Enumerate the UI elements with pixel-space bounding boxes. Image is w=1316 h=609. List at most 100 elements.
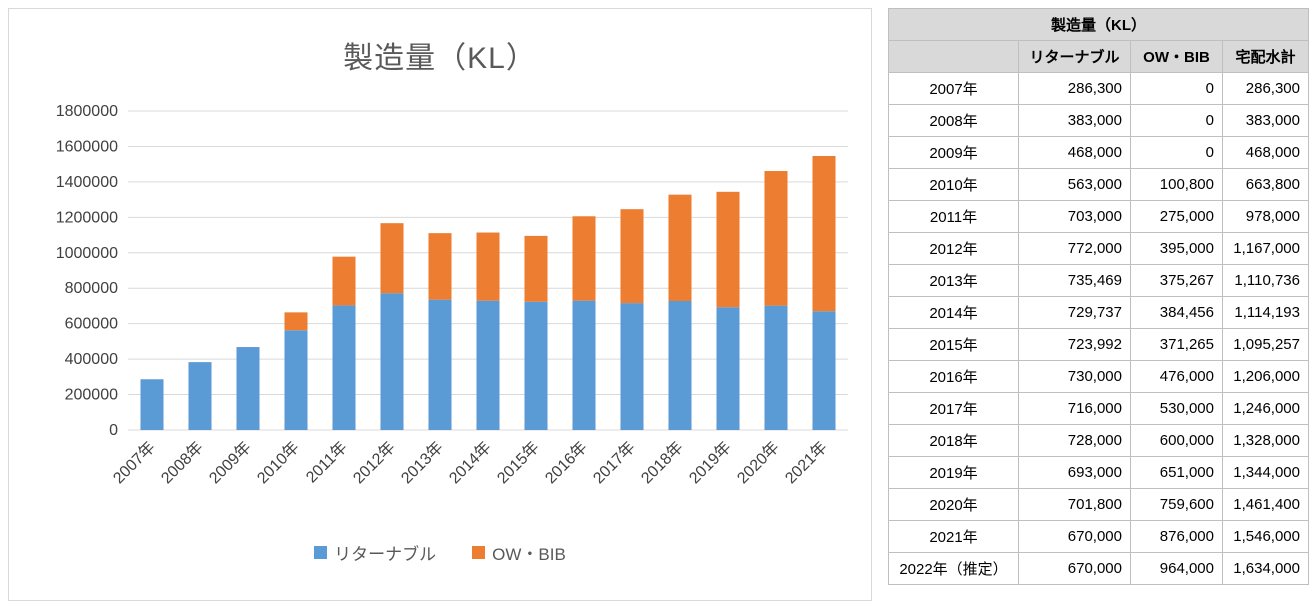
x-axis-tick: 2012年	[350, 438, 399, 487]
value-cell: 876,000	[1130, 520, 1223, 553]
value-cell: 286,300	[1222, 72, 1309, 105]
legend-item: OW・BIB	[472, 540, 566, 565]
x-axis-tick: 2021年	[782, 438, 831, 487]
bar-segment	[812, 156, 836, 312]
year-cell: 2008年	[888, 104, 1019, 137]
y-axis-tick: 1600000	[56, 138, 118, 155]
table-row: 2019年 693,000 651,000 1,344,000	[888, 456, 1309, 489]
value-cell: 468,000	[1222, 136, 1309, 169]
table-row: 2008年 383,000 0 383,000	[888, 104, 1309, 137]
table-row: 2011年 703,000 275,000 978,000	[888, 200, 1309, 233]
table-row: 2018年 728,000 600,000 1,328,000	[888, 424, 1309, 457]
bar-segment	[764, 305, 788, 430]
table-row: 2021年 670,000 876,000 1,546,000	[888, 520, 1309, 553]
value-cell: 275,000	[1130, 200, 1223, 233]
year-cell: 2020年	[888, 488, 1019, 521]
value-cell: 1,110,736	[1222, 264, 1309, 297]
table-row: 2017年 716,000 530,000 1,246,000	[888, 392, 1309, 425]
x-axis-tick: 2009年	[206, 438, 255, 487]
year-cell: 2007年	[888, 72, 1019, 105]
chart-title: 製造量（KL）	[343, 42, 537, 75]
x-axis-tick: 2011年	[302, 438, 350, 486]
y-axis-tick: 1400000	[56, 174, 118, 191]
y-axis-tick: 0	[109, 422, 118, 439]
y-axis-tick: 1800000	[56, 103, 118, 120]
y-axis-tick: 1000000	[56, 245, 118, 262]
value-cell: 371,265	[1130, 328, 1223, 361]
year-cell: 2019年	[888, 456, 1019, 489]
corner-header	[888, 40, 1019, 73]
year-cell: 2022年（推定）	[888, 552, 1019, 585]
y-axis-tick: 1200000	[56, 209, 118, 226]
legend-swatch-icon	[472, 546, 486, 559]
year-cell: 2017年	[888, 392, 1019, 425]
value-cell: 0	[1130, 136, 1223, 169]
x-axis-tick: 2008年	[158, 438, 207, 487]
bar-segment	[284, 330, 308, 430]
year-cell: 2009年	[888, 136, 1019, 169]
value-cell: 383,000	[1018, 104, 1131, 137]
bar-segment	[716, 191, 740, 308]
year-cell: 2021年	[888, 520, 1019, 553]
legend-swatch-icon	[314, 546, 328, 559]
legend-item: リターナブル	[314, 540, 436, 565]
table-row: 2007年 286,300 0 286,300	[888, 72, 1309, 105]
value-cell: 723,992	[1018, 328, 1131, 361]
table-row: 2015年 723,992 371,265 1,095,257	[888, 328, 1309, 361]
value-cell: 1,114,193	[1222, 296, 1309, 329]
value-cell: 964,000	[1130, 552, 1223, 585]
table-row: 2014年 729,737 384,456 1,114,193	[888, 296, 1309, 329]
data-table-panel: 製造量（KL） リターナブル OW・BIB 宅配水計 2007年 286,300 0 286…	[888, 8, 1309, 601]
year-cell: 2014年	[888, 296, 1019, 329]
stacked-bar-chart: 0 200000 400000 600000 800000 1000000 1200000 1…	[56, 103, 848, 487]
value-cell: 651,000	[1130, 456, 1223, 489]
value-cell: 1,328,000	[1222, 424, 1309, 457]
year-cell: 2011年	[888, 200, 1019, 233]
value-cell: 286,300	[1018, 72, 1131, 105]
value-cell: 670,000	[1018, 552, 1131, 585]
value-cell: 1,167,000	[1222, 232, 1309, 265]
value-cell: 563,000	[1018, 168, 1131, 201]
value-cell: 978,000	[1222, 200, 1309, 233]
value-cell: 0	[1130, 104, 1223, 137]
bar-segment	[620, 209, 644, 304]
table-row: 2009年 468,000 0 468,000	[888, 136, 1309, 169]
year-cell: 2013年	[888, 264, 1019, 297]
value-cell: 663,800	[1222, 168, 1309, 201]
table-title: 製造量（KL）	[888, 8, 1309, 41]
year-cell: 2016年	[888, 360, 1019, 393]
column-header: OW・BIB	[1130, 40, 1223, 73]
x-axis-tick: 2013年	[398, 438, 447, 487]
chart-legend: リターナブル OW・BIB	[9, 540, 871, 565]
year-cell: 2010年	[888, 168, 1019, 201]
data-table: 製造量（KL） リターナブル OW・BIB 宅配水計 2007年 286,300 0 286…	[888, 8, 1309, 585]
bar-segment	[572, 216, 596, 301]
bar-segment	[476, 300, 500, 430]
x-axis-tick: 2007年	[110, 438, 159, 487]
x-axis-tick: 2010年	[254, 438, 303, 487]
bar-segment	[140, 379, 164, 430]
value-cell: 0	[1130, 72, 1223, 105]
value-cell: 772,000	[1018, 232, 1131, 265]
bar-segment	[380, 223, 404, 294]
value-cell: 701,800	[1018, 488, 1131, 521]
bar-segment	[428, 233, 452, 300]
x-axis-tick: 2015年	[494, 438, 543, 487]
year-cell: 2018年	[888, 424, 1019, 457]
bar-segment	[428, 299, 452, 430]
value-cell: 375,267	[1130, 264, 1223, 297]
x-axis-tick: 2014年	[446, 438, 495, 487]
value-cell: 735,469	[1018, 264, 1131, 297]
value-cell: 1,344,000	[1222, 456, 1309, 489]
x-axis-tick: 2019年	[686, 438, 735, 487]
table-row: 2016年 730,000 476,000 1,206,000	[888, 360, 1309, 393]
bar-segment	[380, 293, 404, 430]
table-row: 2020年 701,800 759,600 1,461,400	[888, 488, 1309, 521]
value-cell: 759,600	[1130, 488, 1223, 521]
value-cell: 1,461,400	[1222, 488, 1309, 521]
bar-segment	[716, 307, 740, 430]
value-cell: 384,456	[1130, 296, 1223, 329]
value-cell: 729,737	[1018, 296, 1131, 329]
bar-segment	[524, 235, 548, 302]
